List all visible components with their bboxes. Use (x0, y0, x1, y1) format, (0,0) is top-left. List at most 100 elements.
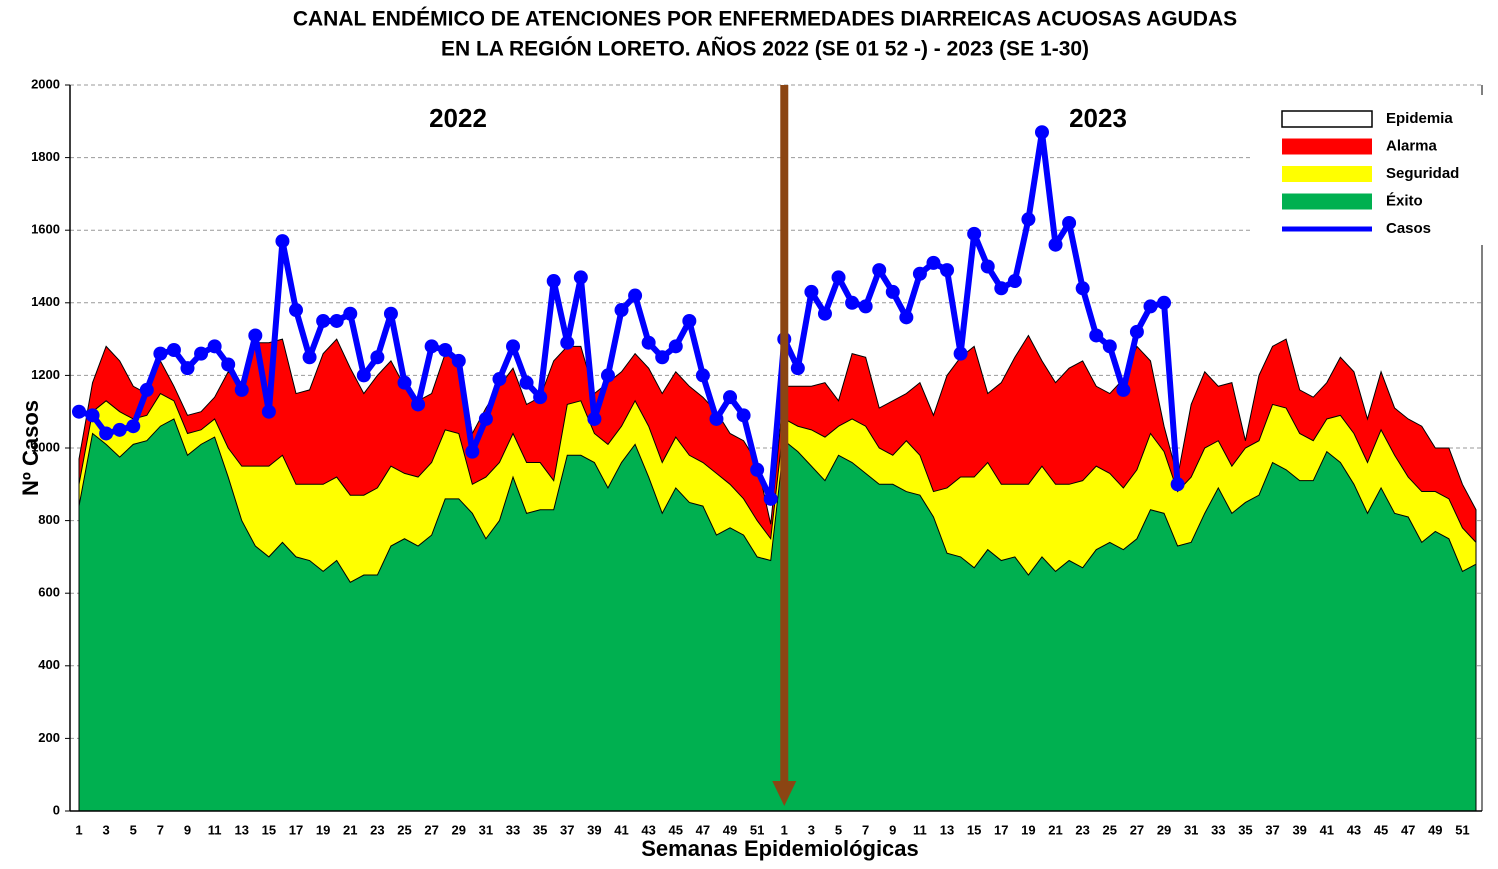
point (1048, 237, 1063, 252)
y-tick-label: 1600 (31, 222, 60, 237)
point (234, 382, 249, 397)
point (926, 255, 941, 270)
y-tick-label: 1000 (31, 439, 60, 454)
x-tick-label: 39 (1292, 822, 1306, 837)
point (682, 313, 697, 328)
x-tick-label: 7 (157, 822, 164, 837)
point (85, 408, 100, 423)
legend-label: Epidemia (1386, 110, 1453, 127)
point (641, 335, 656, 350)
x-tick-label: 17 (289, 822, 303, 837)
point (872, 263, 887, 278)
x-tick-label: 5 (130, 822, 137, 837)
point (316, 313, 331, 328)
point (194, 346, 209, 361)
x-tick-label: 47 (696, 822, 710, 837)
point (1129, 324, 1144, 339)
x-tick-label: 51 (750, 822, 764, 837)
point (180, 361, 195, 376)
x-tick-label: 41 (1320, 822, 1334, 837)
point (370, 350, 385, 365)
x-tick-label: 15 (262, 822, 276, 837)
chart-subtitle: EN LA REGIÓN LORETO. AÑOS 2022 (SE 01 52… (441, 37, 1089, 61)
point (465, 444, 480, 459)
annotation: 2023 (1069, 103, 1127, 133)
x-tick-label: 25 (397, 822, 411, 837)
x-tick-label: 17 (994, 822, 1008, 837)
point (99, 426, 114, 441)
point (709, 411, 724, 426)
point (1116, 382, 1131, 397)
y-axis-label: Nº Casos (18, 400, 43, 496)
point (790, 361, 805, 376)
point (845, 295, 860, 310)
y-tick-label: 200 (38, 730, 60, 745)
x-tick-label: 13 (940, 822, 954, 837)
point (397, 375, 412, 390)
point (329, 313, 344, 328)
x-tick-label: 31 (479, 822, 493, 837)
legend-swatch (1282, 138, 1372, 155)
x-tick-label: 49 (723, 822, 737, 837)
x-tick-label: 15 (967, 822, 981, 837)
point (1062, 215, 1077, 230)
point (560, 335, 575, 350)
point (723, 390, 738, 405)
point (166, 342, 181, 357)
point (817, 306, 832, 321)
point (478, 411, 493, 426)
point (695, 368, 710, 383)
point (940, 263, 955, 278)
x-tick-label: 11 (913, 822, 927, 837)
y-tick-label: 400 (38, 657, 60, 672)
x-tick-label: 21 (1048, 822, 1062, 837)
x-tick-label: 1 (781, 822, 788, 837)
point (750, 462, 765, 477)
x-tick-label: 45 (1374, 822, 1388, 837)
point (1007, 274, 1022, 289)
x-tick-label: 47 (1401, 822, 1415, 837)
x-tick-label: 3 (103, 822, 110, 837)
x-tick-label: 39 (587, 822, 601, 837)
point (1102, 339, 1117, 354)
divider-arrowhead (772, 781, 797, 806)
point (628, 288, 643, 303)
x-tick-label: 29 (452, 822, 466, 837)
x-tick-label: 7 (862, 822, 869, 837)
point (139, 382, 154, 397)
x-tick-label: 33 (1211, 822, 1225, 837)
point (72, 404, 86, 419)
point (546, 274, 561, 289)
point (573, 270, 588, 285)
point (506, 339, 521, 354)
point (736, 408, 751, 423)
x-tick-label: 9 (889, 822, 896, 837)
legend-label: Alarma (1386, 137, 1438, 154)
y-tick-label: 2000 (31, 76, 60, 91)
x-tick-label: 31 (1184, 822, 1198, 837)
x-tick-label: 43 (641, 822, 655, 837)
point (655, 350, 670, 365)
x-tick-label: 35 (533, 822, 547, 837)
x-tick-label: 41 (614, 822, 628, 837)
point (383, 306, 398, 321)
line (78, 129, 1181, 502)
x-tick-label: 19 (316, 822, 330, 837)
point (248, 328, 263, 343)
point (1143, 299, 1158, 314)
x-tick-label: 27 (1130, 822, 1144, 837)
point (831, 270, 846, 285)
x-tick-label: 29 (1157, 822, 1171, 837)
point (1170, 477, 1185, 492)
point (451, 353, 466, 368)
point (275, 234, 290, 249)
x-tick-label: 3 (808, 822, 815, 837)
point (899, 310, 914, 325)
legend-swatch (1282, 193, 1372, 210)
point (519, 375, 534, 390)
point (207, 339, 222, 354)
x-tick-label: 9 (184, 822, 191, 837)
point (587, 411, 602, 426)
